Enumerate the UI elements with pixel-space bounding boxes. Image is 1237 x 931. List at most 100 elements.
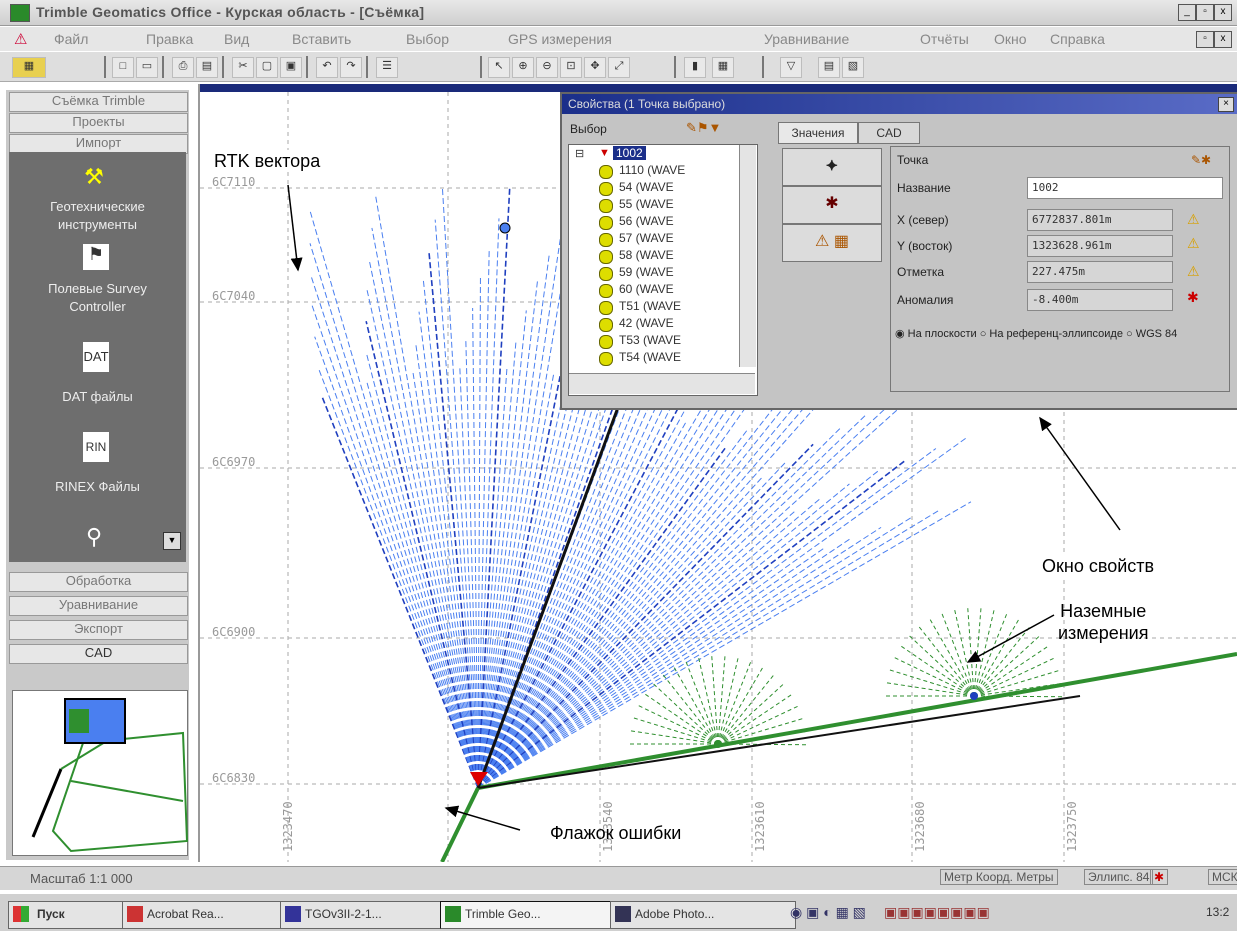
- tree-hscrollbar[interactable]: [569, 373, 755, 394]
- tree-item[interactable]: 42 (WAVE: [619, 316, 674, 330]
- sidebar-group-export[interactable]: Экспорт: [9, 620, 188, 640]
- properties-close-button[interactable]: ×: [1218, 97, 1234, 112]
- radio-plane[interactable]: На плоскости: [907, 328, 977, 340]
- pan-icon[interactable]: ✥: [584, 57, 606, 78]
- tool-label-survey-controller[interactable]: Полевые Survey Controller: [48, 281, 147, 314]
- tool-label-rinex[interactable]: RINEX Файлы: [55, 479, 140, 494]
- tab-values[interactable]: Значения: [778, 122, 858, 144]
- point-name-field[interactable]: 1002: [1027, 177, 1223, 199]
- select-tool-icon[interactable]: ✎⚑▼: [686, 120, 722, 135]
- scroll-down-button[interactable]: ▼: [163, 532, 181, 550]
- undo-icon[interactable]: ↶: [316, 57, 338, 78]
- menu-reports[interactable]: Отчёты: [920, 31, 969, 47]
- layers-icon[interactable]: ▤: [818, 57, 840, 78]
- tab-cad[interactable]: CAD: [858, 122, 920, 144]
- point-settings-button[interactable]: ⚠ ▦: [782, 224, 882, 262]
- tree-item[interactable]: T54 (WAVE: [619, 350, 682, 364]
- tree-item[interactable]: 1110 (WAVE: [619, 163, 686, 177]
- quick-launch-icons[interactable]: ◉ ▣ ◐ ▦ ▧: [790, 904, 866, 920]
- overview-map[interactable]: [12, 690, 189, 856]
- menu-window[interactable]: Окно: [994, 31, 1027, 47]
- east-field[interactable]: 1323628.961m: [1027, 235, 1173, 257]
- station-point[interactable]: [714, 740, 722, 748]
- dat-file-icon[interactable]: DAT: [83, 342, 109, 372]
- properties-icon[interactable]: ☰: [376, 57, 398, 78]
- menu-insert[interactable]: Вставить: [292, 31, 352, 47]
- filter-icon[interactable]: ▽: [780, 57, 802, 78]
- print-icon[interactable]: ⎙: [172, 57, 194, 78]
- open-icon[interactable]: ▭: [136, 57, 158, 78]
- radio-ellipsoid[interactable]: На референц-эллипсоиде: [989, 328, 1123, 340]
- sidebar-group-import[interactable]: Импорт: [9, 134, 188, 154]
- zoom-out-icon[interactable]: ⊖: [536, 57, 558, 78]
- start-button[interactable]: Пуск: [8, 901, 128, 929]
- error-flag-icon[interactable]: [470, 772, 488, 786]
- point-flag-button[interactable]: ✱: [782, 186, 882, 224]
- mdi-close-button[interactable]: x: [1214, 31, 1232, 48]
- tree-item[interactable]: 58 (WAVE: [619, 248, 674, 262]
- mdi-restore-button[interactable]: ▫: [1196, 31, 1214, 48]
- plan-view-icon[interactable]: ▮: [684, 57, 706, 78]
- menu-edit[interactable]: Правка: [146, 31, 194, 47]
- app-menu-icon[interactable]: ⚠: [14, 31, 28, 48]
- zoom-in-icon[interactable]: ⊕: [512, 57, 534, 78]
- elevation-field[interactable]: 227.475m: [1027, 261, 1173, 283]
- task-acrobat[interactable]: Acrobat Rea...: [122, 901, 298, 929]
- menu-select[interactable]: Выбор: [406, 31, 449, 47]
- tree-item[interactable]: 60 (WAVE: [619, 282, 674, 296]
- task-trimble[interactable]: Trimble Geo...: [440, 901, 626, 929]
- sidebar-group-adjustment[interactable]: Уравнивание: [9, 596, 188, 616]
- preview-icon[interactable]: ▤: [196, 57, 218, 78]
- menu-file[interactable]: Файл: [54, 31, 89, 47]
- instruments-icon[interactable]: ⚒: [84, 164, 104, 189]
- paste-icon[interactable]: ▣: [280, 57, 302, 78]
- properties-tools-icon[interactable]: ✎✱: [1191, 153, 1212, 167]
- maximize-button[interactable]: ▫: [1196, 4, 1214, 21]
- tree-item[interactable]: 59 (WAVE: [619, 265, 674, 279]
- tool-label-instruments[interactable]: Геотехнические инструменты: [50, 199, 145, 232]
- grid-icon[interactable]: ▦: [712, 57, 734, 78]
- menu-view[interactable]: Вид: [224, 31, 250, 47]
- anomaly-field[interactable]: -8.400m: [1027, 289, 1173, 311]
- minimize-button[interactable]: _: [1178, 4, 1196, 21]
- station-point[interactable]: [970, 692, 978, 700]
- north-field[interactable]: 6772837.801m: [1027, 209, 1173, 231]
- menu-help[interactable]: Справка: [1050, 31, 1105, 47]
- sidebar-group-projects[interactable]: Проекты: [9, 113, 188, 133]
- sidebar-group-trimble-survey[interactable]: Съёмка Trimble: [9, 92, 188, 112]
- tree-item[interactable]: 55 (WAVE: [619, 197, 674, 211]
- gps-receiver-icon[interactable]: ⚲: [85, 524, 103, 549]
- radio-wgs84[interactable]: WGS 84: [1135, 328, 1178, 340]
- redo-icon[interactable]: ↷: [340, 57, 362, 78]
- copy-icon[interactable]: ▢: [256, 57, 278, 78]
- sidebar-group-processing[interactable]: Обработка: [9, 572, 188, 592]
- cut-icon[interactable]: ✂: [232, 57, 254, 78]
- task-word[interactable]: TGOv3II-2-1...: [280, 901, 456, 929]
- survey-controller-icon[interactable]: ⚑: [83, 244, 109, 270]
- menu-adjust[interactable]: Уравнивание: [764, 31, 850, 47]
- zoom-extents-icon[interactable]: ⤢: [608, 57, 630, 78]
- tree-root-item[interactable]: 1002: [613, 146, 646, 160]
- select-arrow-icon[interactable]: ↖: [488, 57, 510, 78]
- new-project-icon[interactable]: ▦: [12, 57, 46, 78]
- coordinate-system-radio[interactable]: ◉ На плоскости ○ На референц-эллипсоиде …: [895, 328, 1178, 340]
- tree-item[interactable]: 57 (WAVE: [619, 231, 674, 245]
- rinex-file-icon[interactable]: RIN: [83, 432, 109, 462]
- tool-label-dat[interactable]: DAT файлы: [62, 389, 133, 404]
- properties-window[interactable]: Свойства (1 Точка выбрано) × Выбор ✎⚑▼ ⊟…: [560, 92, 1237, 410]
- tree-item[interactable]: T51 (WAVE: [619, 299, 682, 313]
- tree-expander-icon[interactable]: ⊟: [575, 148, 585, 160]
- report-icon[interactable]: ▧: [842, 57, 864, 78]
- task-photoshop[interactable]: Adobe Photo...: [610, 901, 796, 929]
- close-button[interactable]: x: [1214, 4, 1232, 21]
- tree-vscrollbar[interactable]: [739, 145, 756, 367]
- tray-icons[interactable]: ▣▣▣▣▣▣▣▣: [884, 904, 990, 920]
- point-tree[interactable]: ⊟ ▼ 1002 1110 (WAVE 54 (WAVE 55 (WAVE 56 (W…: [568, 144, 758, 396]
- zoom-window-icon[interactable]: ⊡: [560, 57, 582, 78]
- tree-item[interactable]: 54 (WAVE: [619, 180, 674, 194]
- sidebar-group-cad[interactable]: CAD: [9, 644, 188, 664]
- tree-item[interactable]: 56 (WAVE: [619, 214, 674, 228]
- point-view-button[interactable]: ⯌: [782, 148, 882, 186]
- station-point[interactable]: [499, 222, 511, 234]
- tree-item[interactable]: T53 (WAVE: [619, 333, 682, 347]
